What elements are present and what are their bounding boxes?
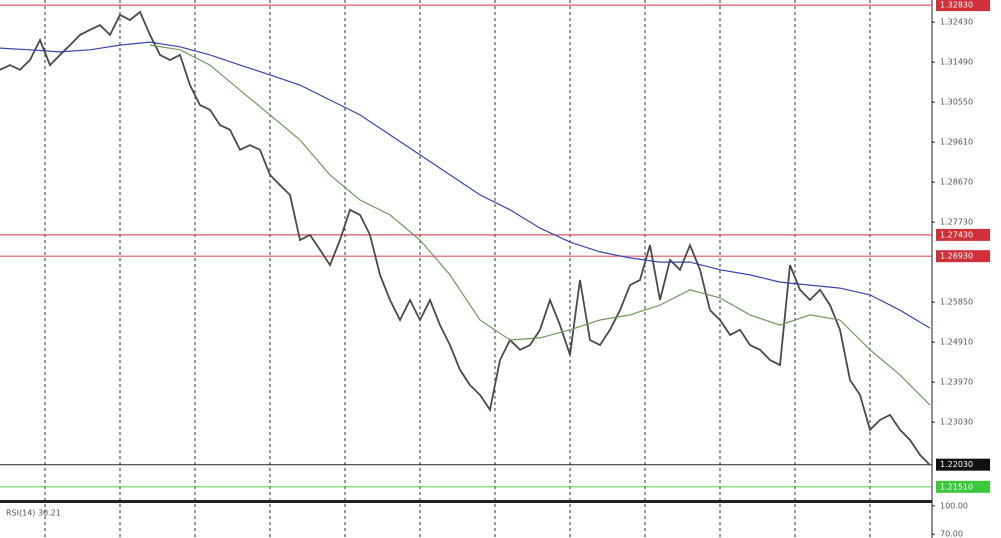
y-tick-label: 1.28670	[940, 178, 973, 187]
y-tick-label: 1.29610	[940, 138, 973, 147]
level-label-box	[936, 480, 990, 493]
y-tick-label: 1.23030	[940, 418, 973, 427]
y-tick-label: 1.25850	[940, 298, 973, 307]
y-tick-label: 1.24910	[940, 338, 973, 347]
level-label: 1.27430	[940, 230, 973, 239]
indicator-title: RSI(14) 30.21	[6, 509, 61, 518]
y-tick-label: 100.00	[940, 501, 968, 510]
y-tick-label: 1.23970	[940, 378, 973, 387]
level-label-box	[936, 228, 990, 241]
price-line	[0, 41, 931, 329]
y-tick-label: 1.32430	[940, 18, 973, 27]
level-label: 1.32830	[940, 1, 973, 10]
level-label: 1.22030	[940, 460, 973, 469]
y-tick-label: 1.27730	[940, 218, 973, 227]
level-label-box	[936, 250, 990, 263]
panel-separator	[0, 500, 932, 503]
price-line	[0, 10, 931, 466]
level-label: 1.21510	[940, 482, 973, 491]
level-label-box	[936, 0, 990, 12]
level-label-box	[936, 458, 990, 471]
level-label: 1.26930	[940, 252, 973, 261]
y-tick-label: 1.31490	[940, 58, 973, 67]
y-tick-label: 70.00	[940, 530, 963, 538]
y-tick-label: 1.30550	[940, 98, 973, 107]
price-line	[149, 44, 931, 406]
